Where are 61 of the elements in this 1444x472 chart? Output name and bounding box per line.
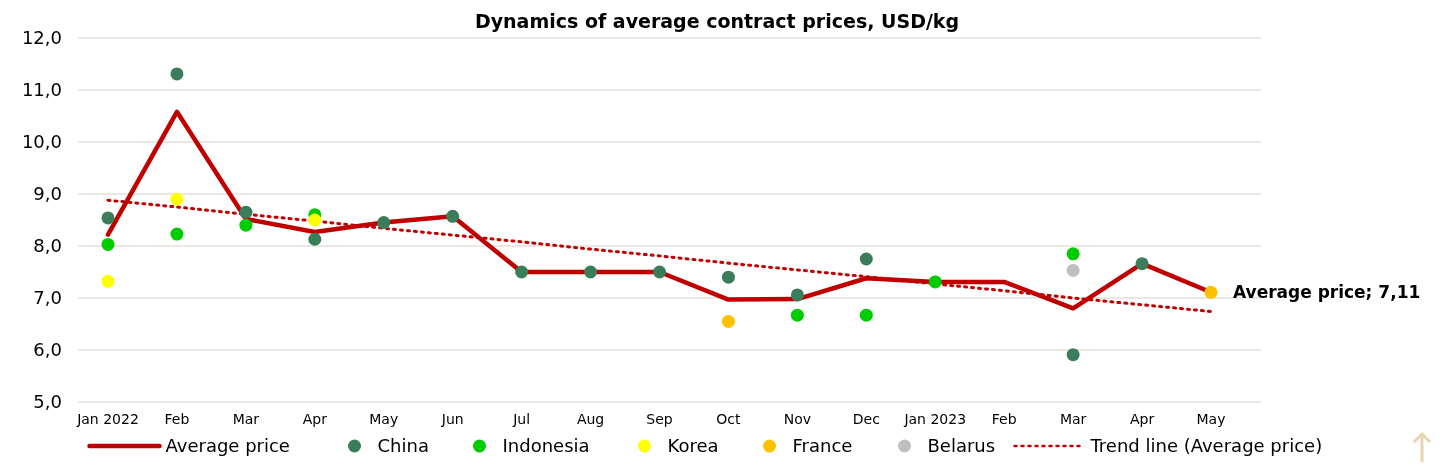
point (170, 67, 184, 81)
y-tick-label: 12,0 (21, 27, 62, 49)
legend-label: China (377, 435, 429, 456)
point (239, 218, 253, 232)
x-tick-label: Oct (716, 411, 742, 427)
point (790, 308, 804, 322)
point (721, 270, 735, 284)
annotation: Average price; 7,11 (1233, 282, 1421, 303)
legend-label: Korea (667, 435, 719, 456)
x-tick-label: Apr (1129, 411, 1155, 427)
point (859, 252, 873, 266)
x-tick-label: Sep (646, 411, 673, 427)
point (1204, 285, 1218, 299)
point (170, 227, 184, 241)
legend-label: Belarus (927, 435, 996, 456)
point (584, 265, 598, 279)
point (101, 274, 115, 288)
x-tick-label: Jul (512, 411, 531, 427)
y-tick-label: 9,0 (33, 183, 62, 205)
point (515, 265, 529, 279)
x-tick-label: Jan 2022 (76, 411, 139, 427)
y-tick-label: 6,0 (33, 339, 62, 361)
point (721, 314, 735, 328)
x-tick-label: May (369, 411, 399, 427)
y-tick-label: 5,0 (33, 391, 62, 413)
point (1066, 348, 1080, 362)
y-tick-label: 11,0 (21, 79, 62, 101)
legend-label: Trend line (Average price) (1089, 435, 1323, 456)
point (239, 205, 253, 219)
x-tick-label: Mar (1059, 411, 1087, 427)
point (790, 288, 804, 302)
legend-label: Indonesia (502, 435, 590, 456)
x-tick-label: Mar (232, 411, 260, 427)
point (377, 216, 391, 230)
point (1066, 247, 1080, 261)
x-tick-label: Aug (576, 411, 605, 427)
y-tick-label: 7,0 (33, 287, 62, 309)
point (1135, 257, 1149, 271)
point (101, 211, 115, 225)
chart-title: Dynamics of average contract prices, USD/kg (474, 10, 960, 32)
x-tick-label: Jan 2023 (903, 411, 967, 427)
x-tick-label: Jun (440, 411, 464, 427)
x-tick-label: Nov (783, 411, 812, 427)
point (308, 213, 322, 227)
x-tick-label: Apr (302, 411, 328, 427)
x-tick-label: Feb (164, 411, 190, 427)
point (446, 209, 460, 223)
y-tick-label: 10,0 (21, 131, 62, 153)
point (928, 275, 942, 289)
y-tick-label: 8,0 (33, 235, 62, 257)
point (308, 232, 322, 246)
x-tick-label: Feb (991, 411, 1017, 427)
x-tick-label: May (1196, 411, 1226, 427)
point (101, 237, 115, 251)
point (1066, 263, 1080, 277)
x-tick-label: Dec (852, 411, 880, 427)
point (170, 192, 184, 206)
legend-label: Average price (165, 435, 290, 456)
point (859, 308, 873, 322)
legend-label: France (792, 435, 853, 456)
point (653, 265, 666, 279)
